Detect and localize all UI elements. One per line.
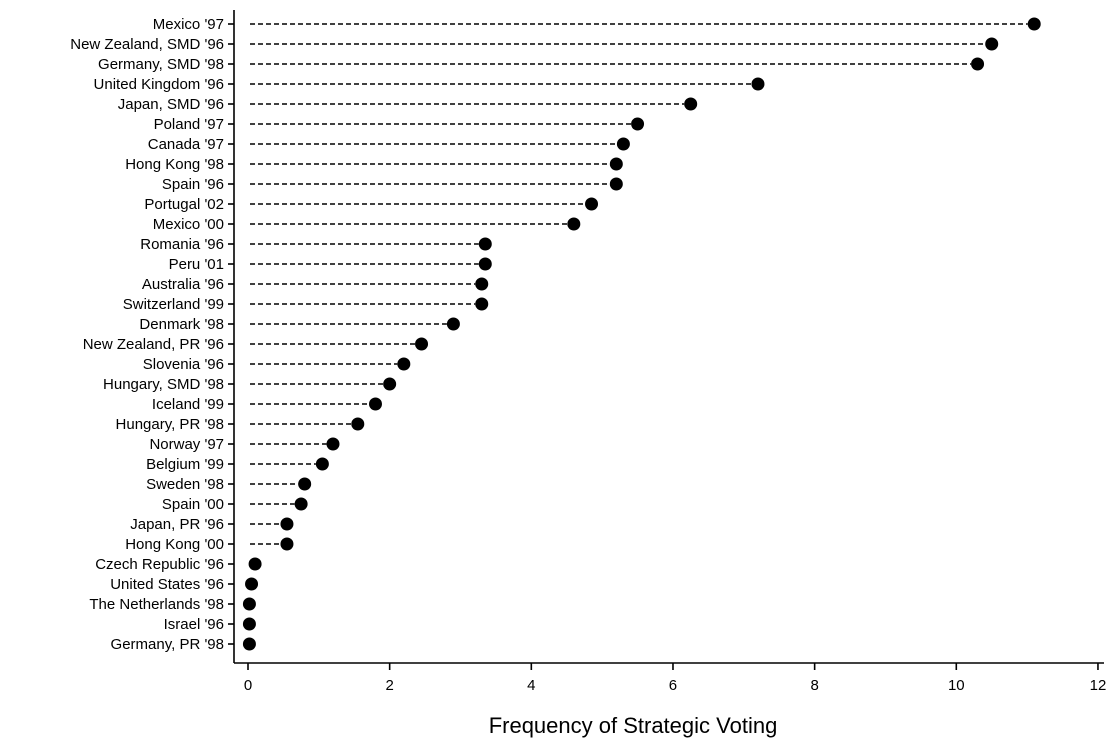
data-point	[475, 297, 489, 311]
category-label: Slovenia '96	[143, 356, 224, 373]
category-label: Mexico '00	[153, 216, 224, 233]
x-axis-title: Frequency of Strategic Voting	[489, 713, 778, 738]
data-point	[684, 97, 698, 111]
category-label: United States '96	[110, 576, 224, 593]
category-label: Romania '96	[140, 236, 224, 253]
x-tick-label: 10	[948, 677, 965, 694]
data-point	[985, 37, 999, 51]
category-label: The Netherlands '98	[89, 596, 224, 613]
x-tick-label: 12	[1090, 677, 1107, 694]
data-point	[242, 637, 256, 651]
category-label: United Kingdom '96	[94, 76, 224, 93]
category-label: Australia '96	[142, 276, 224, 293]
category-label: Switzerland '99	[123, 296, 224, 313]
data-point	[298, 477, 312, 491]
data-point	[326, 437, 340, 451]
category-label: Germany, PR '98	[111, 636, 224, 653]
data-point	[415, 337, 429, 351]
category-label: Iceland '99	[152, 396, 224, 413]
category-label: Czech Republic '96	[95, 556, 224, 573]
category-label: Japan, SMD '96	[118, 96, 224, 113]
data-point	[475, 277, 489, 291]
data-point	[245, 577, 259, 591]
data-point	[631, 117, 645, 131]
data-point	[383, 377, 397, 391]
category-label: Spain '00	[162, 496, 224, 513]
data-point	[280, 517, 294, 531]
category-label: Hong Kong '98	[125, 156, 224, 173]
x-axis-ticks: 0 2 4 6 8 10 12	[244, 663, 1106, 694]
data-point	[1027, 17, 1041, 31]
category-label: Sweden '98	[146, 476, 224, 493]
data-point	[609, 177, 623, 191]
category-label: Hong Kong '00	[125, 536, 224, 553]
category-label: Norway '97	[149, 436, 224, 453]
data-point	[242, 597, 256, 611]
x-tick-label: 6	[669, 677, 677, 694]
data-point	[351, 417, 365, 431]
data-point	[585, 197, 599, 211]
data-point	[751, 77, 765, 91]
category-label: New Zealand, PR '96	[83, 336, 224, 353]
data-point	[478, 257, 492, 271]
category-labels: Mexico '97 New Zealand, SMD '96 Germany, S…	[70, 16, 224, 653]
data-point	[609, 157, 623, 171]
category-label: Portugal '02	[144, 196, 224, 213]
category-label: Hungary, SMD '98	[103, 376, 224, 393]
data-point	[446, 317, 460, 331]
data-point	[242, 617, 256, 631]
x-tick-label: 2	[385, 677, 393, 694]
y-axis-ticks	[228, 23, 234, 645]
category-label: New Zealand, SMD '96	[70, 36, 224, 53]
data-point	[315, 457, 329, 471]
category-label: Denmark '98	[139, 316, 224, 333]
category-label: Belgium '99	[146, 456, 224, 473]
data-point	[280, 537, 294, 551]
data-point	[294, 497, 308, 511]
lollipop-lines	[250, 23, 1028, 545]
x-tick-label: 8	[810, 677, 818, 694]
category-label: Peru '01	[169, 256, 224, 273]
data-point	[567, 217, 581, 231]
x-tick-label: 4	[527, 677, 535, 694]
category-label: Canada '97	[148, 136, 224, 153]
category-label: Hungary, PR '98	[116, 416, 224, 433]
category-label: Israel '96	[164, 616, 224, 633]
category-label: Germany, SMD '98	[98, 56, 224, 73]
data-point	[971, 57, 985, 71]
data-point	[478, 237, 492, 251]
category-label: Mexico '97	[153, 16, 224, 33]
data-points	[242, 17, 1041, 651]
category-label: Spain '96	[162, 176, 224, 193]
data-point	[368, 397, 382, 411]
data-point	[397, 357, 411, 371]
data-point	[248, 557, 262, 571]
category-label: Japan, PR '96	[130, 516, 224, 533]
data-point	[616, 137, 630, 151]
category-label: Poland '97	[154, 116, 224, 133]
x-tick-label: 0	[244, 677, 252, 694]
